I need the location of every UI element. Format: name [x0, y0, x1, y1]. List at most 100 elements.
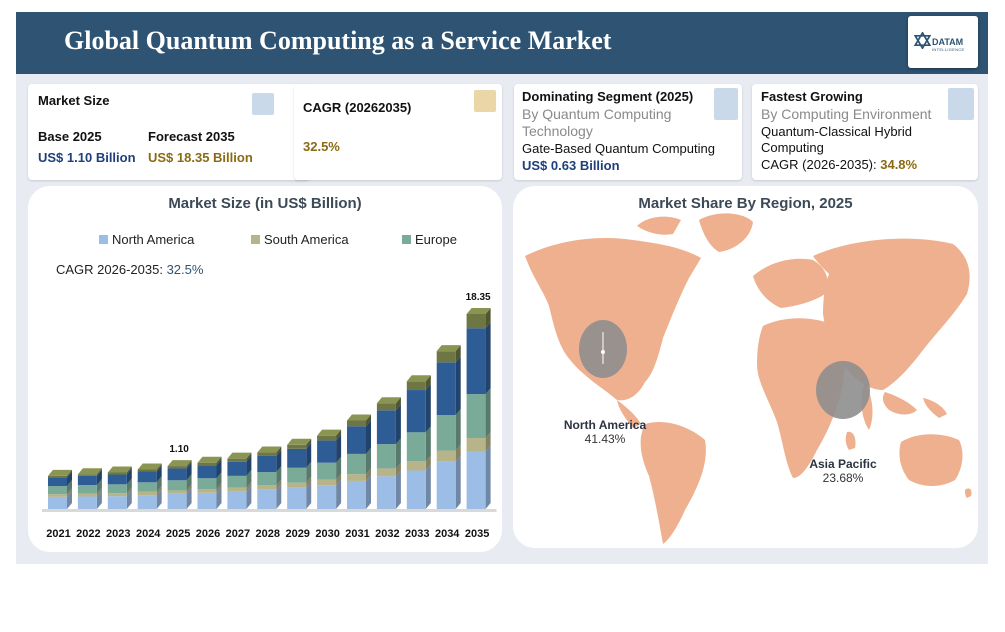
bar-segment	[376, 410, 396, 445]
bar-side	[336, 456, 342, 480]
map-title: Market Share By Region, 2025	[638, 195, 853, 212]
bar-segment	[137, 469, 157, 472]
bar-segment	[107, 472, 127, 475]
bar-side	[395, 397, 401, 411]
bar-side	[276, 449, 282, 473]
bar-side	[485, 445, 491, 509]
x-tick-label: 2025	[166, 528, 190, 540]
bar-top	[48, 469, 72, 476]
bar-segment	[317, 462, 337, 480]
bar-top	[257, 446, 282, 453]
bar-side	[395, 462, 401, 477]
logo-text: DATAM	[932, 37, 964, 47]
bar-side	[395, 470, 401, 509]
bar-side	[126, 468, 132, 485]
base-year-label: Base 2025	[38, 129, 102, 144]
bar-segment	[107, 496, 127, 509]
bar-side	[67, 471, 72, 487]
bar-side	[366, 468, 371, 481]
bar-top	[317, 429, 342, 436]
bar-segment	[436, 415, 456, 451]
bar-segment	[167, 480, 187, 491]
bar-side	[126, 466, 132, 475]
bar-side	[246, 455, 252, 476]
bar-side	[425, 375, 431, 391]
bar-side	[485, 308, 491, 329]
bar-side	[276, 466, 282, 486]
chart-title: Market Size (in US$ Billion)	[168, 195, 362, 212]
bar-side	[156, 465, 162, 483]
x-tick-label: 2032	[375, 528, 399, 540]
bar-side	[186, 460, 192, 469]
bar-side	[156, 485, 162, 496]
bar-segment	[317, 485, 337, 509]
bar-side	[455, 455, 461, 509]
x-tick-label: 2028	[256, 528, 280, 540]
bar-side	[336, 473, 342, 486]
bar-side	[246, 469, 252, 488]
bar-segment	[287, 448, 307, 468]
bar-segment	[48, 486, 67, 495]
bar-side	[306, 438, 312, 449]
world-map	[525, 213, 972, 544]
bar-side	[276, 483, 282, 509]
bar-side	[67, 488, 72, 497]
bar-segment	[227, 461, 247, 476]
bar-side	[216, 472, 222, 490]
legend-swatch-north-america	[99, 235, 108, 244]
x-tick-label: 2030	[315, 528, 339, 540]
bar-side	[156, 489, 162, 509]
dominating-segment-card: Dominating Segment (2025) By Quantum Com…	[514, 84, 742, 180]
bar-segment	[317, 440, 337, 463]
x-tick-label: 2029	[285, 528, 309, 540]
world-map-land	[525, 213, 972, 544]
fastest-growing-cagr-value: 34.8%	[880, 157, 918, 172]
data-label: 1.10	[169, 444, 189, 455]
bar-segment	[466, 451, 486, 509]
bar-side	[126, 487, 132, 497]
bar-segment	[197, 478, 217, 490]
bar-side	[216, 483, 222, 493]
dominating-segment-category: By Quantum Computing	[522, 106, 672, 122]
bar-side	[366, 474, 371, 509]
bar-segment	[257, 472, 277, 486]
bar-top	[376, 397, 401, 404]
x-tick-label: 2035	[465, 528, 489, 540]
legend-europe: Europe	[402, 232, 457, 247]
bar-side	[246, 485, 252, 509]
bar-side	[366, 420, 371, 454]
bar-segment	[466, 328, 486, 395]
x-tick-label: 2027	[226, 528, 250, 540]
fastest-growing-title: Fastest Growing	[761, 89, 863, 104]
header-banner: Global Quantum Computing as a Service Ma…	[16, 12, 988, 74]
bar-segment	[406, 461, 426, 471]
bar-side	[485, 388, 491, 439]
chart-cagr-note: CAGR 2026-2035: 32.5%	[56, 262, 203, 277]
cagr-card: CAGR (20262035) 32.5%	[294, 84, 502, 180]
forecast-year-label: Forecast 2035	[148, 129, 235, 144]
bar-segment	[287, 487, 307, 509]
bar-side	[425, 426, 431, 462]
bar-segment	[48, 477, 67, 487]
bar-side	[485, 322, 491, 395]
bar-segment	[466, 438, 486, 452]
bar-segment	[436, 461, 456, 509]
x-tick-label: 2031	[345, 528, 369, 540]
bar-side	[216, 486, 222, 509]
star-of-david-icon	[914, 32, 931, 49]
bar-segment	[167, 468, 187, 481]
bar-segment	[197, 489, 217, 493]
chart-cagr-label: CAGR 2026-2035:	[56, 262, 167, 277]
bar-segment	[77, 493, 97, 497]
bar-segment	[406, 432, 426, 462]
bar-segment	[107, 493, 127, 497]
bar-segment	[257, 452, 277, 456]
north-america-share: 41.43%	[584, 432, 626, 446]
fastest-growing-card: Fastest Growing By Computing Environment…	[752, 84, 978, 180]
x-tick-label: 2022	[76, 528, 100, 540]
x-tick-label: 2024	[136, 528, 161, 540]
bar-side	[455, 345, 461, 363]
legend-label-south-america: South America	[264, 232, 349, 247]
chart-cagr-value: 32.5%	[166, 262, 204, 277]
market-size-icon	[252, 93, 274, 115]
